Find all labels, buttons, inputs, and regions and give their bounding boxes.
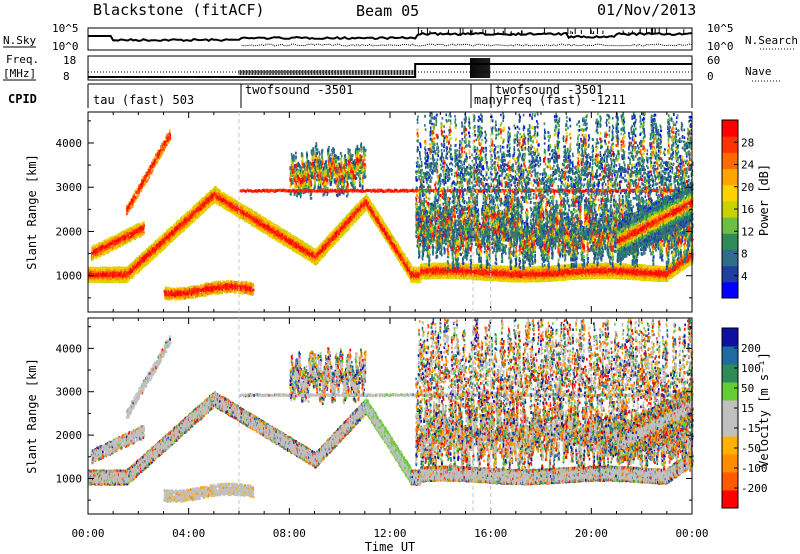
power-cell xyxy=(118,280,120,283)
noise-tick-high-right: 10^5 xyxy=(707,22,734,35)
freq-tick-low: 8 xyxy=(63,70,70,83)
noise-strip xyxy=(88,27,692,46)
noise-tick-high-left: 10^5 xyxy=(52,22,79,35)
nsky-label: N.Sky xyxy=(3,34,36,47)
nave-tick-low: 0 xyxy=(707,70,714,83)
date-label: 01/Nov/2013 xyxy=(597,1,696,19)
freq-unit: [MHz] xyxy=(3,67,36,80)
power-data xyxy=(88,112,694,301)
freq-tick-high: 18 xyxy=(63,54,76,67)
cpid-label: CPID xyxy=(8,92,37,106)
cpid-segment-1: tau (fast) 503 xyxy=(93,93,194,107)
power-cell xyxy=(115,279,117,282)
nsky-series xyxy=(88,33,692,41)
noise-tick-low-right: 10^0 xyxy=(707,40,734,53)
noise-tick-low-left: 10^0 xyxy=(52,40,79,53)
cpid-segment-2: twofsound -3501 xyxy=(245,83,353,97)
freq-strip xyxy=(88,58,692,78)
beam-label: Beam 05 xyxy=(356,2,419,20)
nave-label: Nave xyxy=(745,65,772,78)
nsearch-series xyxy=(242,44,693,46)
power-cell xyxy=(116,275,118,278)
plot-title: Blackstone (fitACF) xyxy=(93,1,265,19)
cpid-segment-4: twofsound -3501 xyxy=(495,83,603,97)
freq-label: Freq. xyxy=(6,53,39,66)
nave-tick-high: 60 xyxy=(707,54,720,67)
nsearch-label: N.Search xyxy=(745,34,798,47)
